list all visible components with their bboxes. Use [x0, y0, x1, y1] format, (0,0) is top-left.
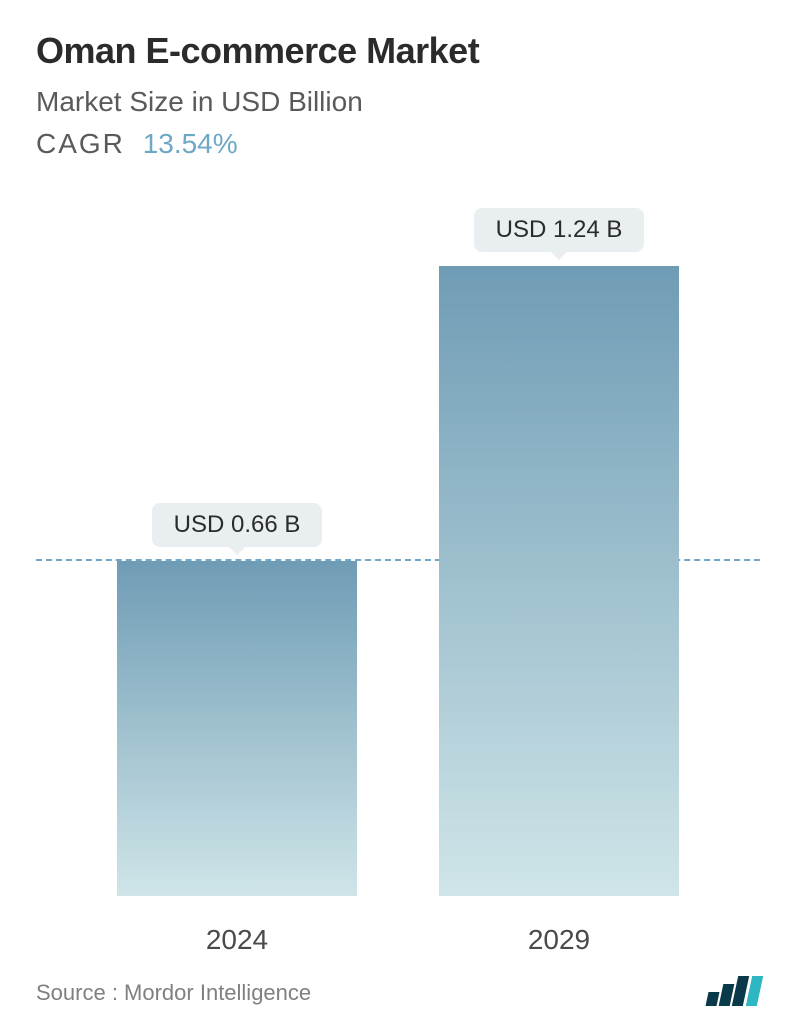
footer: Source : Mordor Intelligence	[36, 968, 760, 1006]
logo-bar-icon	[746, 976, 763, 1006]
bar-column: USD 1.24 B	[434, 208, 684, 896]
x-axis-label: 2024	[112, 924, 362, 956]
chart-area: USD 0.66 B USD 1.24 B 2024 2029	[36, 180, 760, 956]
bar-column: USD 0.66 B	[112, 503, 362, 896]
logo-bar-icon	[706, 992, 720, 1006]
source-text: Source : Mordor Intelligence	[36, 980, 311, 1006]
bar	[117, 561, 357, 896]
brand-logo	[707, 976, 760, 1006]
cagr-label: CAGR	[36, 128, 125, 159]
cagr-row: CAGR 13.54%	[36, 128, 760, 160]
chart-title: Oman E-commerce Market	[36, 30, 760, 72]
x-axis-label: 2029	[434, 924, 684, 956]
cagr-value: 13.54%	[143, 128, 238, 159]
bar	[439, 266, 679, 896]
bars-container: USD 0.66 B USD 1.24 B	[36, 180, 760, 896]
chart-subtitle: Market Size in USD Billion	[36, 86, 760, 118]
value-pill: USD 0.66 B	[152, 503, 323, 547]
x-axis-labels: 2024 2029	[36, 924, 760, 956]
value-pill: USD 1.24 B	[474, 208, 645, 252]
